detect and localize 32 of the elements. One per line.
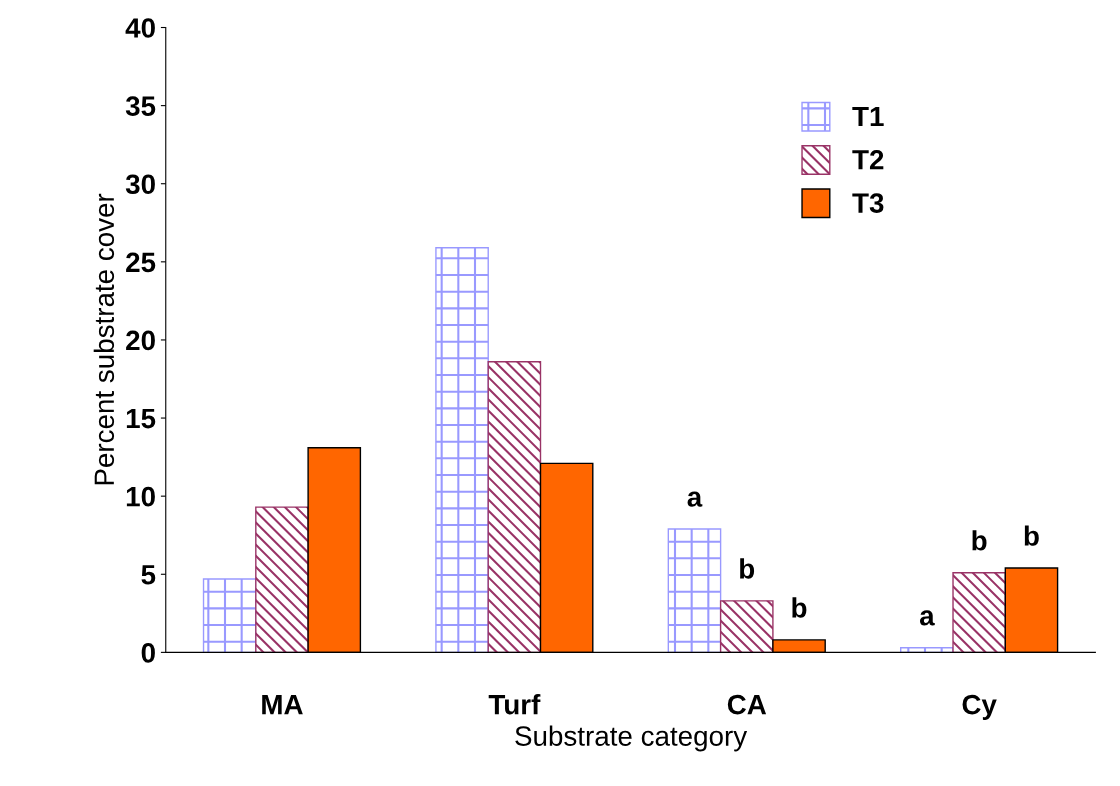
data-label: b [972,530,987,551]
bar [255,506,309,653]
y-tick-label: 5 [141,565,156,585]
bar [202,578,257,653]
data-label: b [792,597,807,618]
x-tick-label: CA [727,694,767,715]
y-tick-label: 20 [126,330,155,351]
y-tick-label: 25 [126,252,156,273]
x-tick-label: Cy [962,694,997,720]
x-axis-title: Substrate category [515,725,748,752]
y-tick-label: 30 [125,174,155,195]
legend-label: T1 [852,107,884,127]
bar [900,646,954,653]
bar [435,247,489,653]
legend-label: T3 [852,193,884,213]
bar [487,361,542,653]
x-tick-label: Turf [488,694,541,715]
data-label: b [740,558,755,579]
bar [667,528,722,653]
x-tick-label: MA [262,695,303,715]
data-label: a [919,610,935,626]
y-axis-title: Percent substrate cover [93,193,115,485]
y-tick-label: 40 [125,18,155,38]
y-tick-label: 15 [126,409,156,429]
legend-label: T2 [852,149,884,170]
y-tick-label: 10 [126,486,155,507]
y-tick-label: 35 [125,96,156,116]
data-label: b [1024,525,1039,546]
data-label: a [687,491,703,507]
y-tick-label: 0 [141,643,155,663]
bar [952,572,1006,653]
bar [719,600,774,653]
